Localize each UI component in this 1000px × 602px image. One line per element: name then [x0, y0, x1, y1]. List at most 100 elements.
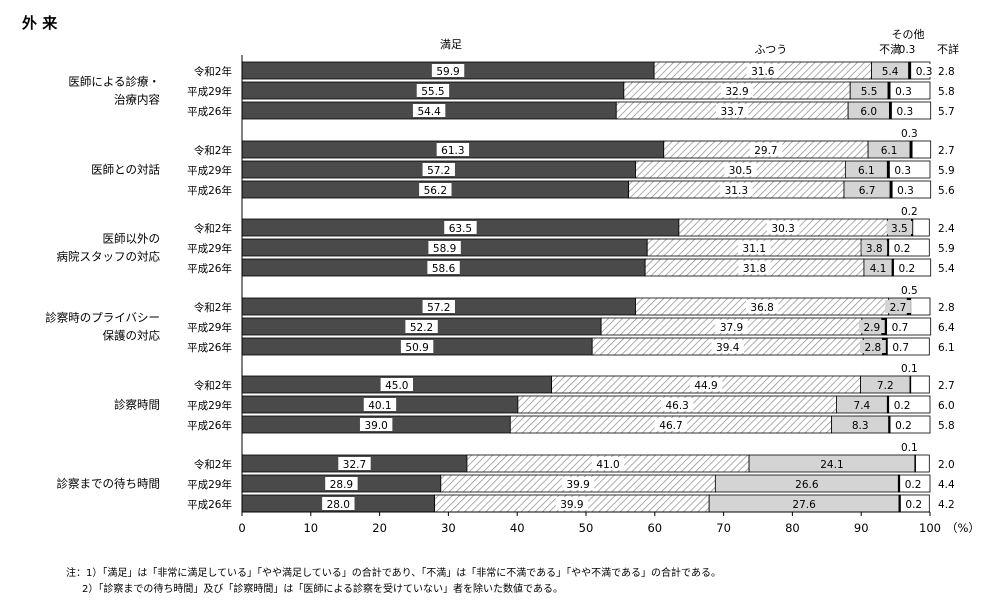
value-label-box: [724, 163, 757, 176]
value-label-不満: 3.8: [866, 243, 883, 255]
value-label-満足: 28.0: [327, 499, 350, 511]
value-label-満足: 61.3: [441, 145, 464, 157]
value-label-box: [854, 183, 880, 196]
value-label-その他: 0.3: [896, 106, 913, 118]
value-label-ふつう: 46.7: [659, 420, 682, 432]
value-label-その他: 0.3: [897, 185, 914, 197]
value-label-ふつう: 32.9: [725, 86, 748, 98]
value-label-box: [902, 477, 927, 490]
year-label: 令和2年: [194, 301, 232, 314]
category-label: 医師との対話: [91, 163, 160, 177]
value-label-box: [855, 104, 882, 117]
value-label-ふつう: 29.7: [754, 145, 777, 157]
value-label-box: [711, 340, 744, 353]
value-label-ふつう: 31.6: [751, 66, 775, 78]
value-label-その他: 0.2: [899, 263, 916, 275]
value-label-不満: 6.1: [881, 145, 898, 157]
year-label: 平成29年: [187, 242, 232, 255]
note-2: 2）「診察までの待ち時間」及び「診察時間」は「医師による診察を受けていない」者を…: [82, 582, 563, 595]
value-label-box: [903, 497, 928, 510]
value-label-その他: 0.5: [901, 285, 918, 297]
value-label-不満: 2.9: [864, 322, 881, 334]
value-label-box: [561, 477, 595, 490]
note-1: 注：1）「満足」は「非常に満足している」「やや満足している」の合計であり、「不満…: [66, 566, 721, 579]
year-label: 平成26年: [187, 105, 232, 118]
value-label-ふつう: 46.3: [665, 400, 688, 412]
value-label-ふつう: 41.0: [596, 459, 619, 471]
value-label-box: [853, 163, 880, 176]
value-label-ふつう: 31.3: [725, 185, 748, 197]
series-header-不満: 不満: [879, 43, 901, 56]
bar-segment-不詳: [910, 297, 931, 316]
value-label-満足: 28.9: [330, 479, 353, 491]
value-label-満足: 45.0: [385, 380, 408, 392]
value-label-満足: 56.2: [424, 185, 447, 197]
year-label: 令和2年: [194, 144, 232, 157]
value-label-box: [555, 497, 589, 510]
value-label-不詳: 6.4: [938, 322, 955, 334]
value-label-ふつう: 37.9: [720, 322, 743, 334]
value-label-box: [716, 104, 749, 117]
bar-segment-不詳: [912, 218, 930, 237]
category-label: 病院スタッフの対応: [57, 250, 161, 264]
value-label-不詳: 2.8: [938, 302, 955, 314]
value-label-不満: 3.5: [891, 223, 908, 235]
year-label: 平成29年: [187, 478, 232, 491]
value-label-box: [591, 457, 625, 470]
value-label-不満: 6.0: [860, 106, 877, 118]
value-label-box: [891, 398, 916, 411]
value-label-その他: 0.2: [894, 243, 911, 255]
year-label: 平成26年: [187, 498, 232, 511]
value-label-その他: 0.3: [916, 66, 933, 78]
value-label-box: [847, 418, 874, 431]
year-label: 令和2年: [194, 379, 232, 392]
value-label-不詳: 6.1: [938, 342, 955, 354]
value-label-満足: 57.2: [427, 302, 450, 314]
value-label-不満: 8.3: [852, 420, 869, 432]
value-label-不詳: 2.0: [938, 459, 955, 471]
value-label-box: [848, 398, 875, 411]
value-label-box: [412, 104, 446, 117]
value-label-box: [894, 104, 919, 117]
year-label: 平成26年: [187, 419, 232, 432]
value-label-不満: 2.8: [865, 342, 882, 354]
value-label-box: [815, 457, 849, 470]
x-tick-label: 100: [919, 521, 941, 535]
value-label-不詳: 5.9: [938, 243, 955, 255]
value-label-ふつう: 44.9: [694, 380, 717, 392]
value-label-ふつう: 30.3: [771, 223, 794, 235]
value-label-box: [858, 320, 885, 333]
value-label-満足: 58.9: [433, 243, 456, 255]
x-axis-unit: （%）: [946, 521, 980, 535]
value-label-その他: 0.3: [901, 128, 918, 140]
value-label-不詳: 5.6: [938, 185, 955, 197]
category-label: 診察時のプライバシー: [45, 311, 160, 325]
value-label-不満: 26.6: [795, 479, 819, 491]
value-label-box: [431, 64, 465, 77]
value-label-その他: 0.2: [895, 420, 912, 432]
value-label-不満: 24.1: [820, 459, 843, 471]
value-label-box: [856, 84, 883, 97]
category-label: 医師以外の: [103, 232, 161, 246]
value-label-box: [745, 300, 779, 313]
value-label-ふつう: 39.4: [716, 342, 740, 354]
value-label-box: [380, 378, 413, 391]
value-label-box: [892, 163, 917, 176]
value-label-満足: 59.9: [436, 66, 459, 78]
value-label-不満: 5.5: [861, 86, 878, 98]
value-label-box: [746, 64, 780, 77]
value-label-box: [720, 84, 754, 97]
value-label-その他: 0.3: [894, 165, 911, 177]
value-label-不詳: 2.7: [938, 380, 955, 392]
value-label-その他: 0.1: [901, 442, 918, 454]
year-label: 平成26年: [187, 341, 232, 354]
value-label-box: [400, 340, 434, 353]
value-label-box: [444, 221, 477, 234]
value-label-box: [790, 477, 824, 490]
value-label-box: [865, 261, 891, 274]
category-label: 医師による診療・: [68, 75, 160, 89]
value-label-満足: 39.0: [364, 420, 387, 432]
year-label: 平成29年: [187, 399, 232, 412]
value-label-box: [886, 221, 913, 234]
